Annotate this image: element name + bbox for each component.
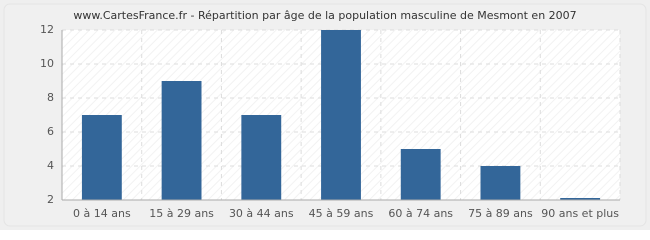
x-tick-label: 15 à 29 ans bbox=[149, 207, 214, 220]
bar bbox=[81, 115, 122, 200]
bar bbox=[560, 198, 601, 200]
x-tick-label: 0 à 14 ans bbox=[73, 207, 131, 220]
y-tick-label: 4 bbox=[47, 159, 54, 172]
y-tick-label: 2 bbox=[47, 193, 54, 206]
y-tick-label: 6 bbox=[47, 125, 54, 138]
bar bbox=[480, 166, 521, 200]
bar bbox=[241, 115, 282, 200]
x-tick-label: 45 à 59 ans bbox=[309, 207, 374, 220]
x-tick-label: 30 à 44 ans bbox=[229, 207, 294, 220]
chart-title: www.CartesFrance.fr - Répartition par âg… bbox=[73, 9, 576, 22]
x-tick-label: 90 ans et plus bbox=[541, 207, 619, 220]
bar bbox=[400, 149, 441, 200]
y-tick-label: 8 bbox=[47, 91, 54, 104]
x-tick-label: 60 à 74 ans bbox=[388, 207, 453, 220]
x-tick-label: 75 à 89 ans bbox=[468, 207, 533, 220]
y-tick-label: 10 bbox=[40, 57, 54, 70]
bar bbox=[161, 81, 202, 200]
bar bbox=[321, 30, 361, 200]
chart: www.CartesFrance.fr - Répartition par âg… bbox=[0, 0, 650, 230]
y-tick-label: 12 bbox=[40, 23, 54, 36]
